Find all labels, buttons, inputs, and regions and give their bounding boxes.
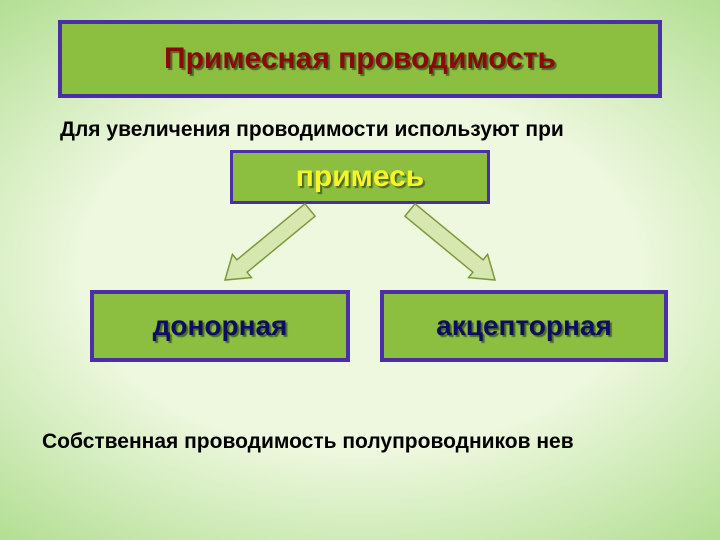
acceptor-text: акцепторная: [436, 310, 612, 342]
caption-bottom-text: Собственная проводимость полупроводников…: [42, 430, 574, 453]
title-text: Примесная проводимость: [164, 42, 556, 76]
donor-box: донорная: [90, 290, 350, 362]
caption-top: Для увеличения проводимости используют п…: [60, 118, 564, 142]
donor-text: донорная: [153, 310, 288, 342]
title-box: Примесная проводимость: [58, 20, 662, 98]
caption-top-text: Для увеличения проводимости используют п…: [60, 118, 564, 141]
caption-bottom: Собственная проводимость полупроводников…: [42, 430, 574, 454]
acceptor-box: акцепторная: [380, 290, 668, 362]
